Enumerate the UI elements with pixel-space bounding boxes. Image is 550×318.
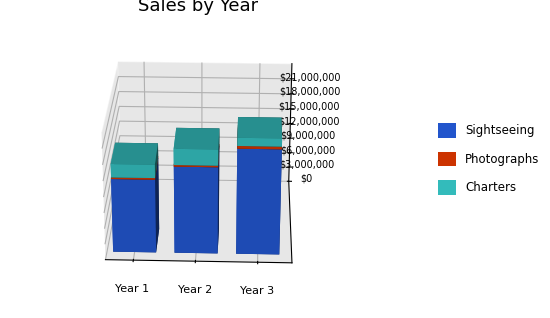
Title: Sales by Year: Sales by Year <box>138 0 258 15</box>
Legend: Sightseeing, Photographs, Charters: Sightseeing, Photographs, Charters <box>433 119 544 199</box>
